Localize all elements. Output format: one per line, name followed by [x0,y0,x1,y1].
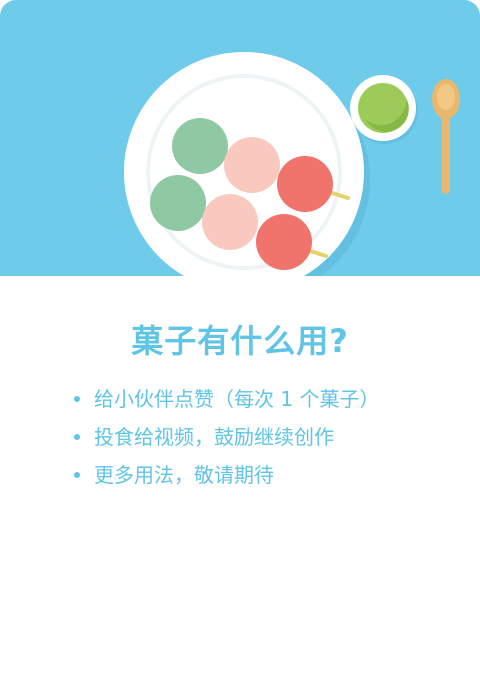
dango-pink-icon [224,137,280,193]
dango-red-icon [256,214,312,270]
list-item: 投食给视频，鼓励继续创作 [72,418,379,456]
bullet-icon [74,472,80,478]
dango-green-icon [172,118,228,174]
dango-pink-icon [202,194,258,250]
dango-plate-illustration [124,52,460,276]
list-item-label: 更多用法，敬请期待 [94,463,274,487]
list-item: 给小伙伴点赞（每次 1 个菓子） [72,380,379,418]
usage-list: 给小伙伴点赞（每次 1 个菓子） 投食给视频，鼓励继续创作 更多用法，敬请期待 [72,380,379,494]
dango-green-icon [150,175,206,231]
page-title: 菓子有什么用? [131,322,349,360]
dango-red-icon [277,156,333,212]
banner-illustration [0,0,480,276]
list-item: 更多用法，敬请期待 [72,456,379,494]
list-item-label: 给小伙伴点赞（每次 1 个菓子） [94,387,380,411]
list-item-label: 投食给视频，鼓励继续创作 [94,425,334,449]
bullet-icon [74,396,80,402]
bullet-icon [74,434,80,440]
